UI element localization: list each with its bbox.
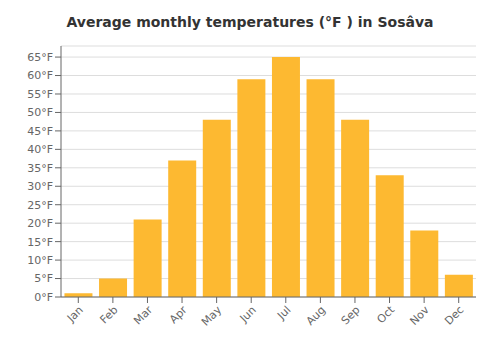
- svg-text:50°F: 50°F: [27, 106, 53, 119]
- svg-text:Oct: Oct: [375, 303, 398, 326]
- svg-text:Jan: Jan: [64, 303, 86, 325]
- svg-text:Nov: Nov: [407, 303, 432, 328]
- svg-text:5°F: 5°F: [34, 272, 53, 285]
- svg-text:Feb: Feb: [98, 303, 121, 326]
- svg-text:Sep: Sep: [339, 303, 363, 327]
- svg-text:Aug: Aug: [304, 303, 328, 327]
- svg-text:25°F: 25°F: [27, 199, 53, 212]
- html-text:Average monthly temperatures (: Average monthly temperatures (°F ) in So…: [66, 14, 434, 30]
- svg-text:60°F: 60°F: [27, 69, 53, 82]
- svg-text:Mar: Mar: [131, 303, 155, 327]
- svg-text:0°F: 0°F: [34, 291, 53, 304]
- svg-text:15°F: 15°F: [27, 236, 53, 249]
- svg-text:May: May: [199, 303, 225, 329]
- svg-text:65°F: 65°F: [27, 51, 53, 64]
- svg-text:10°F: 10°F: [27, 254, 53, 267]
- svg-text:45°F: 45°F: [27, 125, 53, 138]
- svg-text:Apr: Apr: [167, 303, 190, 326]
- svg-text:Dec: Dec: [442, 303, 466, 327]
- svg-text:55°F: 55°F: [27, 88, 53, 101]
- svg-text:30°F: 30°F: [27, 180, 53, 193]
- svg-text:Jul: Jul: [274, 303, 293, 322]
- svg-text:35°F: 35°F: [27, 162, 53, 175]
- svg-text:20°F: 20°F: [27, 217, 53, 230]
- svg-text:Jun: Jun: [237, 303, 259, 325]
- svg-text:40°F: 40°F: [27, 143, 53, 156]
